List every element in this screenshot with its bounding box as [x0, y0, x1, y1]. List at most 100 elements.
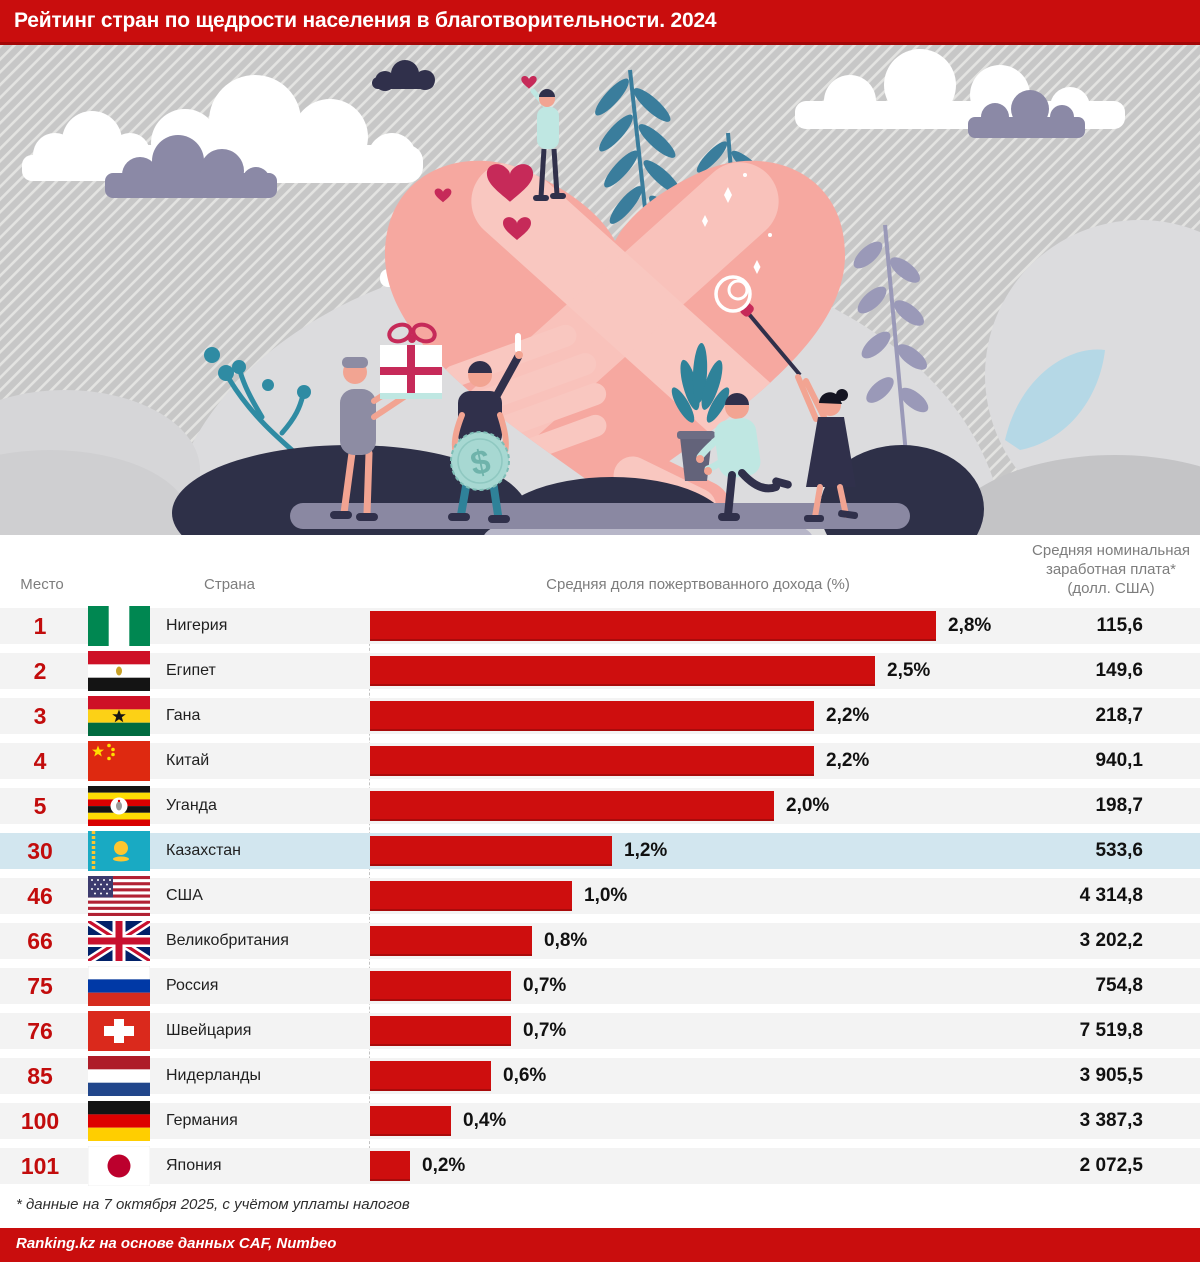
flag-russia-icon: [88, 966, 150, 1006]
flag-egypt-icon: [88, 651, 150, 691]
rank-label: 5: [33, 793, 47, 819]
share-value-label: 0,2%: [422, 1155, 466, 1176]
rank-label: 3: [33, 703, 47, 729]
share-value-label: 2,0%: [786, 795, 830, 816]
share-value-label: 0,7%: [523, 975, 567, 996]
share-bar: [370, 656, 875, 686]
country-label: Уганда: [166, 797, 217, 814]
country-label: Германия: [166, 1112, 238, 1129]
table-header: Место Страна Средняя доля пожертвованног…: [0, 535, 1200, 608]
flag-switzerland-icon: [88, 1011, 150, 1051]
ranking-table: 1 Нигерия 2,8% 115,6 2 Египет 2,5% 149,6…: [0, 606, 1200, 1193]
country-label: Нидерланды: [166, 1067, 261, 1084]
salary-value: 218,7: [1095, 705, 1143, 726]
share-value-label: 0,7%: [523, 1020, 567, 1041]
branch-teal-left: [204, 347, 318, 473]
table-row: 5 Уганда 2,0% 198,7: [0, 786, 1200, 826]
table-row: 2 Египет 2,5% 149,6: [0, 651, 1200, 691]
share-value-label: 0,4%: [463, 1110, 507, 1131]
source-bar: Ranking.kz на основе данных CAF, Numbeo: [0, 1228, 1200, 1262]
rank-label: 30: [27, 838, 53, 864]
column-header-salary: Средняя номинальная заработная плата* (д…: [1032, 542, 1190, 597]
share-bar: [370, 971, 511, 1001]
salary-value: 4 314,8: [1079, 885, 1143, 906]
table-row: 1 Нигерия 2,8% 115,6: [0, 606, 1200, 646]
cloud-white-left: [22, 111, 160, 181]
salary-value: 940,1: [1095, 750, 1143, 771]
table-row: 100 Германия 0,4% 3 387,3: [0, 1101, 1200, 1141]
gift-icon: [380, 322, 442, 399]
share-bar: [370, 1016, 511, 1046]
table-row: 4 Китай 2,2% 940,1: [0, 741, 1200, 781]
rank-label: 66: [27, 928, 53, 954]
leaf-blue-right: [1005, 349, 1105, 450]
flag-uganda-icon: [88, 786, 150, 826]
country-label: США: [166, 887, 203, 904]
flag-kazakhstan-icon: [88, 831, 150, 871]
rank-label: 1: [33, 613, 47, 639]
potted-plant-icon: [671, 343, 730, 481]
salary-value: 2 072,5: [1079, 1155, 1143, 1176]
country-label: Казахстан: [166, 842, 241, 859]
sparkle-icon: [702, 173, 772, 274]
flag-netherlands-icon: [88, 1056, 150, 1096]
source-text: Ranking.kz на основе данных CAF, Numbeo: [16, 1235, 337, 1252]
table-row: 76 Швейцария 0,7% 7 519,8: [0, 1011, 1200, 1051]
share-bar: [370, 746, 814, 776]
column-header-share: Средняя доля пожертвованного дохода (%): [546, 576, 850, 593]
salary-value: 198,7: [1095, 795, 1143, 816]
title-bar: Рейтинг стран по щедрости населения в бл…: [0, 0, 1200, 45]
salary-value: 754,8: [1095, 975, 1143, 996]
rose-swirl-icon: [714, 275, 802, 377]
coin-icon: $: [450, 431, 510, 491]
flag-nigeria-icon: [88, 606, 150, 646]
share-value-label: 2,8%: [948, 615, 992, 636]
country-label: Гана: [166, 707, 201, 724]
country-label: Швейцария: [166, 1022, 252, 1039]
salary-value: 533,6: [1095, 840, 1143, 861]
share-value-label: 2,5%: [887, 660, 931, 681]
rank-label: 100: [20, 1108, 60, 1134]
country-label: Египет: [166, 662, 216, 679]
person-coin: [448, 333, 523, 523]
flag-china-icon: [88, 741, 150, 781]
footnote: * данные на 7 октября 2025, с учётом упл…: [16, 1196, 410, 1213]
cloud-purple-left: [105, 135, 277, 198]
salary-value: 7 519,8: [1079, 1020, 1143, 1041]
rank-label: 85: [27, 1063, 53, 1089]
share-bar: [370, 836, 612, 866]
rank-label: 75: [27, 973, 53, 999]
salary-value: 3 202,2: [1079, 930, 1143, 951]
flag-germany-icon: [88, 1101, 150, 1141]
column-header-country: Страна: [204, 576, 256, 593]
ground-bar: [290, 503, 910, 529]
country-label: Япония: [166, 1157, 222, 1174]
share-value-label: 2,2%: [826, 705, 870, 726]
flag-usa-icon: [88, 876, 150, 916]
share-value-label: 0,8%: [544, 930, 588, 951]
table-row: 75 Россия 0,7% 754,8: [0, 966, 1200, 1006]
share-value-label: 1,2%: [624, 840, 668, 861]
country-label: Нигерия: [166, 617, 228, 634]
country-label: Великобритания: [166, 932, 289, 949]
table-row-highlighted: 30 Казахстан 1,2% 533,6: [0, 831, 1200, 871]
table-row: 66 Великобритания 0,8% 3 202,2: [0, 921, 1200, 961]
salary-value: 115,6: [1096, 615, 1144, 636]
share-bar: [370, 1106, 451, 1136]
hero-illustration: $: [0, 45, 1200, 535]
flag-japan-icon: [88, 1146, 150, 1186]
flag-ghana-icon: [88, 696, 150, 736]
table-row: 3 Гана 2,2% 218,7: [0, 696, 1200, 736]
table-row: 85 Нидерланды 0,6% 3 905,5: [0, 1056, 1200, 1096]
country-label: Россия: [166, 977, 219, 994]
share-bar: [370, 1061, 491, 1091]
salary-value: 149,6: [1095, 660, 1143, 681]
table-row: 101 Япония 0,2% 2 072,5: [0, 1146, 1200, 1186]
cloud-purple-right: [968, 90, 1085, 138]
share-bar: [370, 791, 774, 821]
share-bar: [370, 881, 572, 911]
person-plant: [696, 393, 792, 521]
cloud-navy-small: [372, 60, 435, 91]
share-bar: [370, 611, 936, 641]
